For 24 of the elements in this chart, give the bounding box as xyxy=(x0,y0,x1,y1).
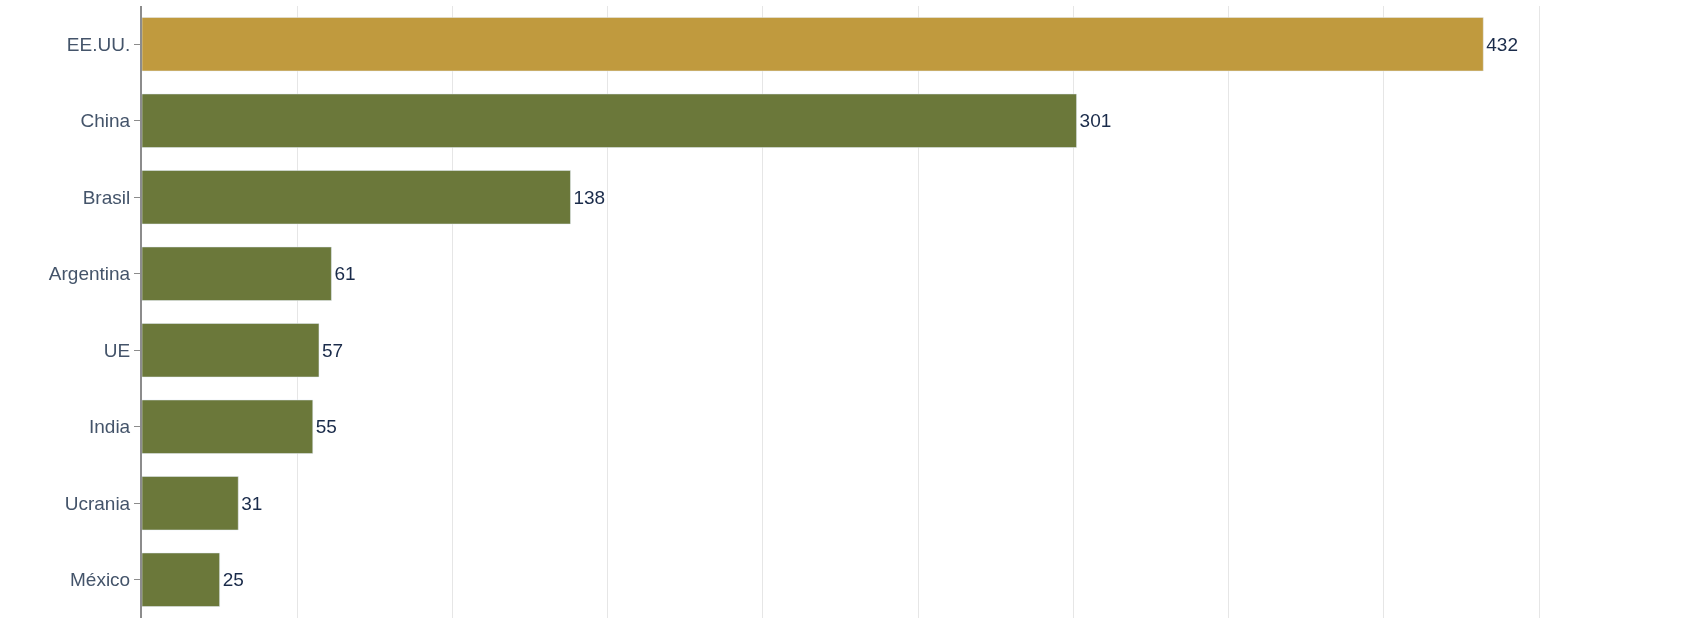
bar xyxy=(142,399,314,454)
data-label: 301 xyxy=(1079,110,1112,132)
y-tick-label: India xyxy=(89,416,131,438)
data-label: 432 xyxy=(1486,33,1518,55)
bar xyxy=(142,246,332,301)
y-tick-label: Brasil xyxy=(82,186,131,208)
y-tick-label: China xyxy=(80,110,131,132)
data-label: 57 xyxy=(321,339,344,361)
bar xyxy=(142,323,320,378)
y-tick-label: EE.UU. xyxy=(66,33,131,55)
data-label: 138 xyxy=(573,186,606,208)
data-label: 25 xyxy=(222,569,244,591)
y-tick-label: México xyxy=(70,569,131,591)
y-tick-label: Argentina xyxy=(48,263,131,285)
bar xyxy=(142,93,1077,148)
bar xyxy=(142,170,571,225)
data-label: 31 xyxy=(241,492,263,514)
bar xyxy=(142,552,220,607)
y-tick-label: UE xyxy=(103,339,131,361)
y-tick-label: Ucrania xyxy=(64,492,131,514)
bar xyxy=(142,17,1484,72)
data-label: 61 xyxy=(334,263,356,285)
data-label: 55 xyxy=(315,416,337,438)
bar xyxy=(142,476,239,531)
